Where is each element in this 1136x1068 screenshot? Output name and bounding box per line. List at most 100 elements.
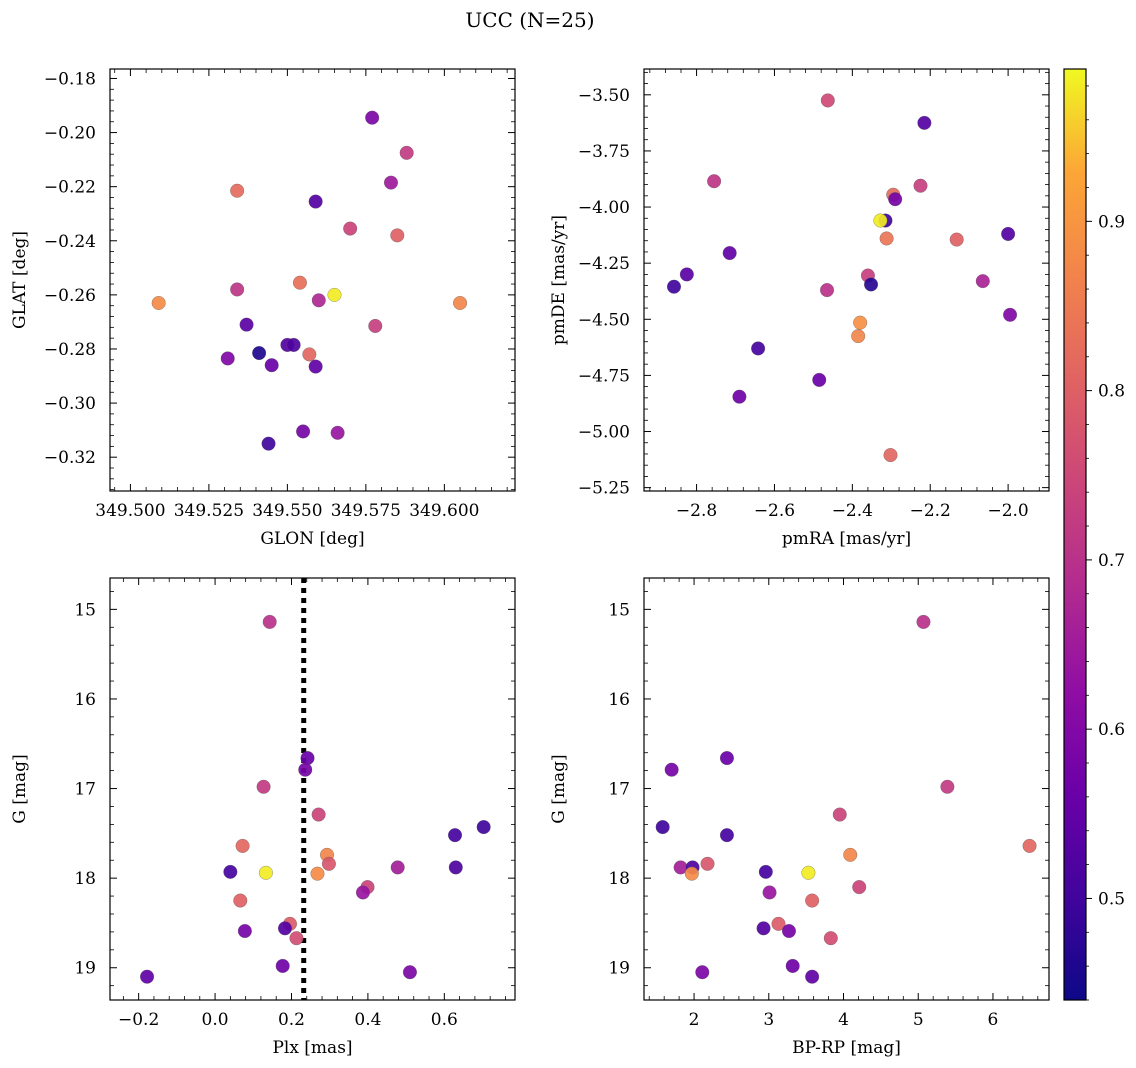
y-tick-label: 18	[74, 869, 96, 889]
data-point	[888, 192, 903, 207]
data-point	[751, 341, 766, 356]
colorbar-tick-label: 0.7	[1098, 551, 1125, 571]
panel-3: −0.2 0.0 0.2 0.4 0.6 15 16 17 18 19 Plx [mas] G [ma…	[10, 577, 516, 1058]
data-point	[819, 283, 835, 298]
y-tick-label: −0.26	[44, 286, 96, 306]
y-tick-label: −0.24	[44, 232, 96, 252]
data-point	[308, 359, 323, 374]
points-group	[140, 614, 491, 984]
data-point	[832, 807, 847, 822]
data-point	[296, 424, 311, 439]
data-point	[258, 865, 273, 880]
data-point	[310, 866, 325, 881]
data-point	[940, 779, 955, 794]
data-point	[756, 921, 771, 936]
data-point	[707, 174, 722, 189]
data-point	[355, 885, 370, 900]
y-tick-label: 17	[608, 780, 630, 800]
data-point	[762, 885, 777, 900]
x-tick-label: 349.550	[252, 501, 322, 521]
data-point	[695, 965, 710, 980]
data-point	[949, 232, 964, 247]
x-tick-label: −0.2	[118, 1010, 159, 1030]
data-point	[261, 436, 276, 451]
data-point	[1001, 226, 1016, 242]
data-point	[916, 614, 931, 629]
data-point	[275, 958, 290, 974]
plot-frame	[643, 577, 1050, 1001]
panel-2: −2.8 −2.6 −2.4 −2.2 −2.0 −3.50 −3.75 −4.00 −4.25…	[549, 68, 1050, 549]
data-point	[298, 762, 313, 777]
data-point	[719, 751, 734, 766]
data-point	[447, 828, 463, 843]
colorbar: 0.5 0.6 0.7 0.8 0.9	[1063, 68, 1125, 1001]
colorbar-tick-label: 0.8	[1098, 382, 1125, 402]
figure-title: UCC (N=25)	[465, 8, 594, 32]
data-point	[383, 175, 399, 190]
x-tick-label: 349.525	[174, 501, 244, 521]
data-point	[390, 860, 405, 875]
panel-1: 349.500 349.525 349.550 349.575 349.600 −0.18…	[10, 68, 516, 549]
data-point	[883, 448, 898, 463]
y-tick-label: −4.50	[578, 310, 630, 330]
data-point	[975, 274, 990, 289]
plot-frame	[109, 577, 516, 1001]
x-tick-label: 349.500	[95, 501, 165, 521]
data-point	[801, 865, 816, 880]
data-point	[343, 221, 358, 236]
y-tick-label: −4.00	[578, 198, 630, 218]
data-point	[852, 880, 867, 895]
data-point	[264, 358, 279, 373]
x-axis-label: GLON [deg]	[260, 529, 364, 549]
plot-frame	[643, 68, 1050, 492]
data-point	[781, 923, 797, 939]
y-tick-label: −4.25	[578, 254, 630, 274]
x-tick-label: −2.8	[676, 501, 717, 521]
x-tick-label: −2.4	[832, 501, 873, 521]
data-point	[873, 213, 888, 228]
data-point	[262, 614, 277, 629]
data-point	[230, 183, 245, 198]
data-point	[233, 893, 248, 908]
x-tick-label: 0.6	[431, 1010, 458, 1030]
data-point	[917, 115, 932, 130]
x-tick-label: −2.0	[987, 501, 1028, 521]
data-point	[684, 866, 699, 881]
data-point	[140, 969, 155, 984]
data-point	[805, 969, 820, 984]
data-point	[237, 923, 252, 939]
y-tick-label: −0.28	[44, 340, 96, 360]
points-group	[666, 93, 1018, 463]
data-point	[220, 351, 235, 366]
data-point	[308, 194, 323, 209]
y-tick-label: −0.20	[44, 124, 96, 144]
data-point	[820, 93, 835, 108]
data-point	[321, 856, 336, 871]
data-point	[853, 315, 868, 330]
data-point	[256, 779, 271, 794]
data-point	[292, 275, 307, 290]
x-axis-label: pmRA [mas/yr]	[782, 529, 911, 549]
data-point	[368, 318, 383, 334]
y-tick-label: −0.18	[44, 69, 96, 89]
y-tick-label: −0.30	[44, 394, 96, 414]
y-tick-label: −3.50	[578, 86, 630, 106]
data-point	[289, 931, 304, 946]
y-axis-label: G [mag]	[10, 754, 30, 823]
y-axis-label: G [mag]	[549, 754, 569, 823]
data-point	[666, 279, 682, 294]
data-point	[879, 231, 894, 246]
y-tick-label: 16	[608, 690, 630, 710]
y-tick-label: −0.32	[44, 448, 96, 468]
y-tick-label: −5.00	[578, 423, 630, 443]
x-tick-label: 349.600	[409, 501, 479, 521]
data-point	[823, 931, 838, 946]
data-point	[300, 751, 315, 766]
data-point	[843, 847, 858, 862]
data-point	[252, 345, 267, 361]
data-point	[851, 329, 866, 344]
data-point	[812, 372, 827, 387]
data-point	[476, 820, 491, 835]
y-tick-label: 19	[608, 959, 630, 979]
data-point	[302, 347, 317, 362]
